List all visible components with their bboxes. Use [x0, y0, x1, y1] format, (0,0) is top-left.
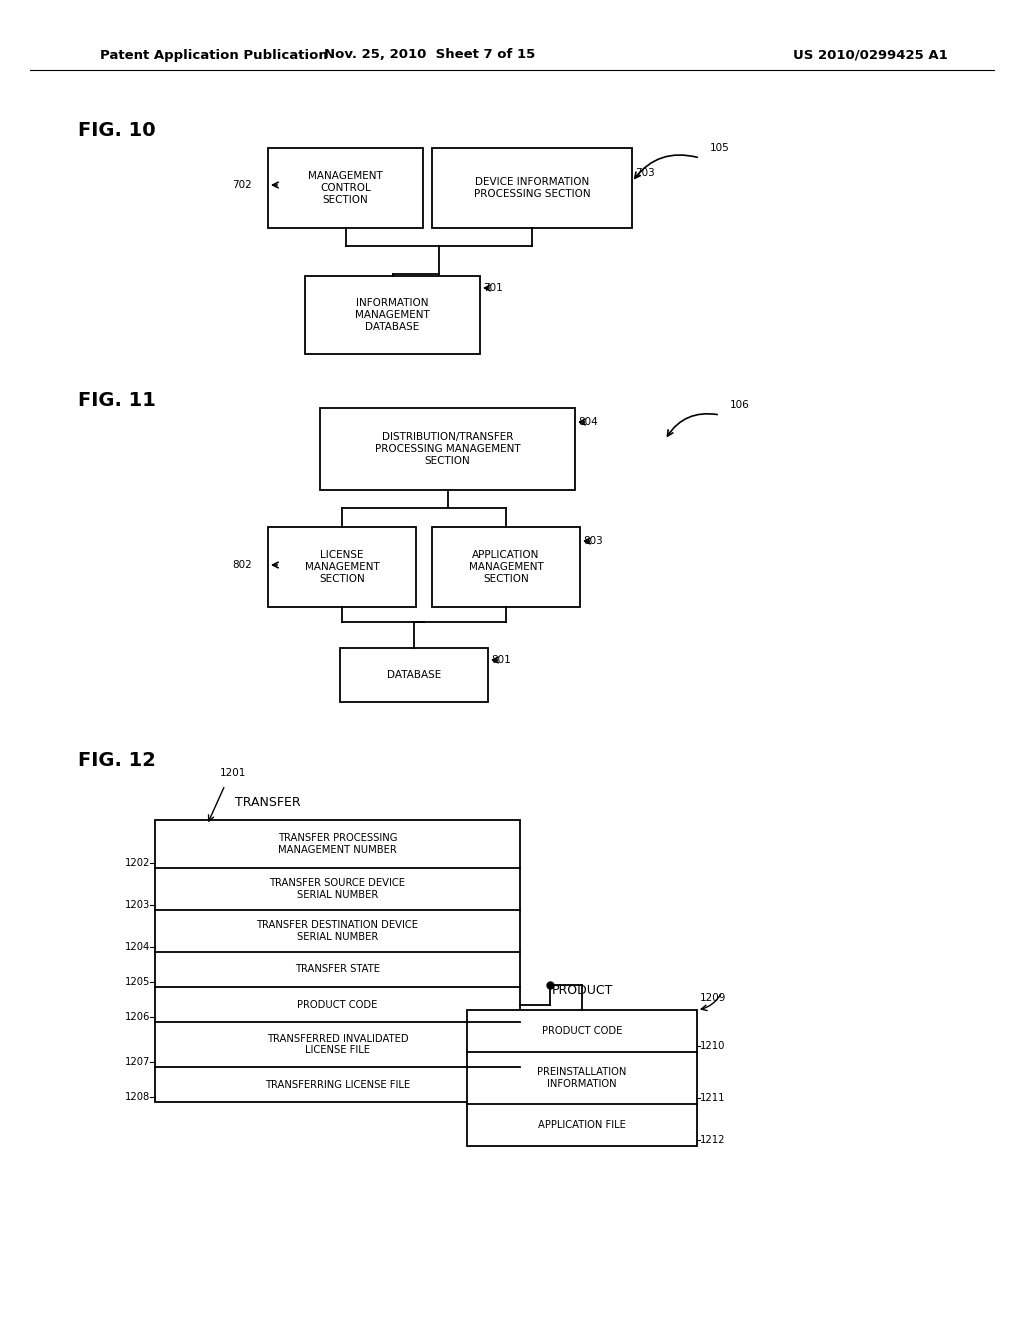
- Text: FIG. 12: FIG. 12: [78, 751, 156, 770]
- Text: TRANSFER STATE: TRANSFER STATE: [295, 965, 380, 974]
- Text: DEVICE INFORMATION
PROCESSING SECTION: DEVICE INFORMATION PROCESSING SECTION: [474, 177, 590, 199]
- Text: 1209: 1209: [700, 993, 726, 1003]
- Text: TRANSFER SOURCE DEVICE
SERIAL NUMBER: TRANSFER SOURCE DEVICE SERIAL NUMBER: [269, 878, 406, 900]
- Bar: [268, 148, 423, 228]
- Bar: [467, 1010, 697, 1146]
- Text: 804: 804: [578, 417, 598, 426]
- Text: TRANSFERRED INVALIDATED
LICENSE FILE: TRANSFERRED INVALIDATED LICENSE FILE: [266, 1034, 409, 1055]
- Text: FIG. 11: FIG. 11: [78, 391, 156, 409]
- Bar: [432, 527, 580, 607]
- Text: 1202: 1202: [125, 858, 150, 869]
- Text: MANAGEMENT
CONTROL
SECTION: MANAGEMENT CONTROL SECTION: [308, 172, 383, 205]
- Bar: [305, 276, 480, 354]
- Text: TRANSFER: TRANSFER: [234, 796, 301, 808]
- Text: 1210: 1210: [700, 1041, 725, 1051]
- Text: US 2010/0299425 A1: US 2010/0299425 A1: [793, 49, 947, 62]
- Text: 802: 802: [232, 560, 252, 570]
- Text: 1204: 1204: [125, 942, 150, 952]
- Text: 801: 801: [490, 655, 511, 665]
- Text: PRODUCT CODE: PRODUCT CODE: [297, 999, 378, 1010]
- Text: 1206: 1206: [125, 1012, 150, 1022]
- Text: Patent Application Publication: Patent Application Publication: [100, 49, 328, 62]
- Text: DISTRIBUTION/TRANSFER
PROCESSING MANAGEMENT
SECTION: DISTRIBUTION/TRANSFER PROCESSING MANAGEM…: [375, 433, 520, 466]
- Text: 702: 702: [232, 180, 252, 190]
- Text: TRANSFER DESTINATION DEVICE
SERIAL NUMBER: TRANSFER DESTINATION DEVICE SERIAL NUMBE…: [256, 920, 419, 941]
- Bar: [340, 648, 488, 702]
- Text: 1205: 1205: [125, 977, 150, 987]
- Text: TRANSFER PROCESSING
MANAGEMENT NUMBER: TRANSFER PROCESSING MANAGEMENT NUMBER: [278, 833, 397, 855]
- Text: Nov. 25, 2010  Sheet 7 of 15: Nov. 25, 2010 Sheet 7 of 15: [325, 49, 536, 62]
- Text: 701: 701: [483, 282, 503, 293]
- Text: 105: 105: [710, 143, 730, 153]
- Bar: [155, 820, 520, 1102]
- Bar: [432, 148, 632, 228]
- Text: 803: 803: [583, 536, 603, 546]
- Text: INFORMATION
MANAGEMENT
DATABASE: INFORMATION MANAGEMENT DATABASE: [355, 298, 430, 331]
- Text: 1203: 1203: [125, 900, 150, 909]
- Text: 1212: 1212: [700, 1135, 725, 1144]
- Text: LICENSE
MANAGEMENT
SECTION: LICENSE MANAGEMENT SECTION: [304, 550, 379, 583]
- Text: DATABASE: DATABASE: [387, 671, 441, 680]
- Text: APPLICATION FILE: APPLICATION FILE: [538, 1119, 626, 1130]
- Text: PRODUCT CODE: PRODUCT CODE: [542, 1026, 623, 1036]
- Bar: [268, 527, 416, 607]
- Text: 1208: 1208: [125, 1092, 150, 1102]
- Bar: [319, 408, 575, 490]
- Text: PREINSTALLATION
INFORMATION: PREINSTALLATION INFORMATION: [538, 1067, 627, 1089]
- Text: PRODUCT: PRODUCT: [551, 983, 612, 997]
- Text: 1207: 1207: [125, 1057, 150, 1067]
- Text: 106: 106: [730, 400, 750, 411]
- Text: APPLICATION
MANAGEMENT
SECTION: APPLICATION MANAGEMENT SECTION: [469, 550, 544, 583]
- Text: FIG. 10: FIG. 10: [78, 120, 156, 140]
- Text: TRANSFERRING LICENSE FILE: TRANSFERRING LICENSE FILE: [265, 1080, 410, 1089]
- Text: 703: 703: [635, 168, 654, 178]
- Text: 1201: 1201: [220, 768, 247, 777]
- Text: 1211: 1211: [700, 1093, 725, 1104]
